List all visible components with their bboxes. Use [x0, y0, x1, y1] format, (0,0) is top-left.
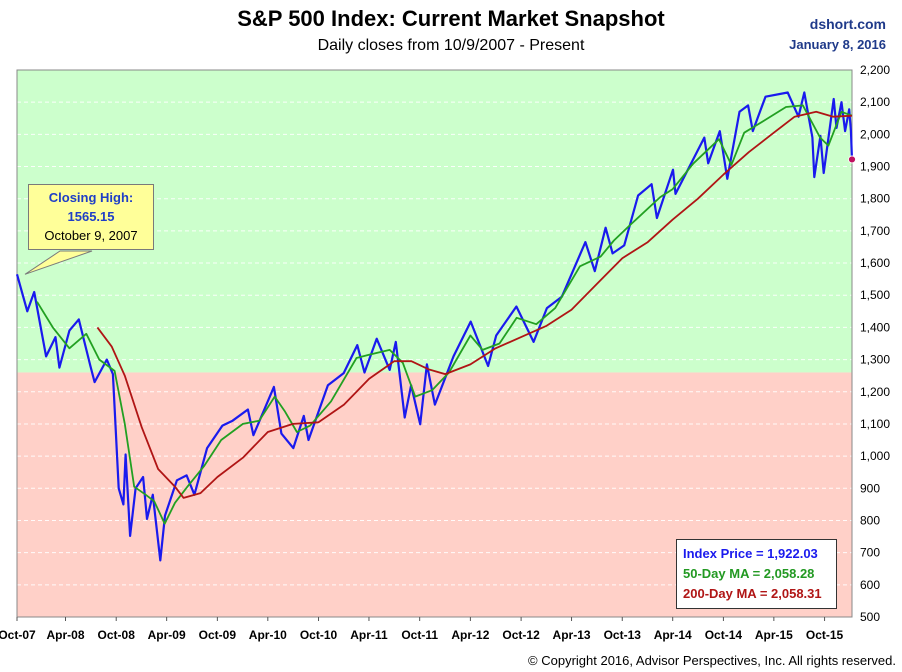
y-tick-label: 800 [860, 513, 880, 527]
y-tick-label: 1,300 [860, 353, 890, 367]
x-tick-label: Apr-14 [654, 628, 692, 642]
x-tick-label: Oct-11 [401, 628, 438, 642]
x-tick-label: Oct-10 [300, 628, 338, 642]
ma200-line [96, 110, 853, 499]
y-tick-label: 600 [860, 578, 880, 592]
legend-box: Index Price = 1,922.03 50-Day MA = 2,058… [676, 539, 837, 609]
x-tick-label: Apr-08 [46, 628, 84, 642]
x-tick-label: Apr-10 [249, 628, 287, 642]
x-tick-label: Oct-15 [806, 628, 844, 642]
x-tick-label: Oct-08 [98, 628, 136, 642]
x-tick-label: Apr-11 [350, 628, 388, 642]
callout-value: 1565.15 [67, 209, 115, 224]
y-tick-label: 900 [860, 481, 880, 495]
x-tick-label: Apr-12 [451, 628, 489, 642]
x-tick-label: Oct-09 [199, 628, 237, 642]
last-price-marker [848, 155, 856, 164]
y-tick-label: 2,000 [860, 127, 890, 141]
y-tick-label: 2,100 [860, 95, 890, 109]
x-tick-label: Oct-12 [502, 628, 540, 642]
closing-high-callout: Closing High: 1565.15 October 9, 2007 [28, 184, 154, 250]
x-tick-label: Oct-07 [0, 628, 36, 642]
y-tick-label: 1,900 [860, 160, 890, 174]
legend-200-day-ma: 200-Day MA = 2,058.31 [683, 586, 822, 601]
y-tick-label: 500 [860, 610, 880, 624]
y-tick-label: 2,200 [860, 63, 890, 77]
plot-frame [16, 69, 853, 618]
ma50-line [36, 104, 853, 525]
callout-pointer [24, 250, 93, 275]
legend-index-price: Index Price = 1,922.03 [683, 546, 818, 561]
source-label: dshort.com [809, 16, 886, 32]
x-tick-label: Apr-13 [553, 628, 591, 642]
callout-date: October 9, 2007 [44, 228, 138, 243]
legend-50-day-ma: 50-Day MA = 2,058.28 [683, 566, 815, 581]
y-tick-label: 1,100 [860, 417, 890, 431]
x-tick-label: Oct-14 [705, 628, 743, 642]
y-tick-label: 1,500 [860, 288, 890, 302]
y-tick-label: 700 [860, 546, 880, 560]
chart-subtitle: Daily closes from 10/9/2007 - Present [317, 37, 585, 54]
copyright-notice: © Copyright 2016, Advisor Perspectives, … [528, 653, 896, 668]
source-date: January 8, 2016 [789, 37, 886, 52]
x-tick-label: Apr-15 [755, 628, 793, 642]
y-tick-label: 1,600 [860, 256, 890, 270]
x-tick-label: Apr-09 [148, 628, 186, 642]
callout-title: Closing High: [48, 190, 134, 205]
y-tick-label: 1,700 [860, 224, 890, 238]
x-tick-label: Oct-13 [604, 628, 642, 642]
y-tick-label: 1,200 [860, 385, 890, 399]
y-tick-label: 1,000 [860, 449, 890, 463]
chart-title: S&P 500 Index: Current Market Snapshot [237, 6, 665, 31]
upper-zone [17, 70, 852, 373]
y-tick-label: 1,400 [860, 320, 890, 334]
y-tick-label: 1,800 [860, 192, 890, 206]
